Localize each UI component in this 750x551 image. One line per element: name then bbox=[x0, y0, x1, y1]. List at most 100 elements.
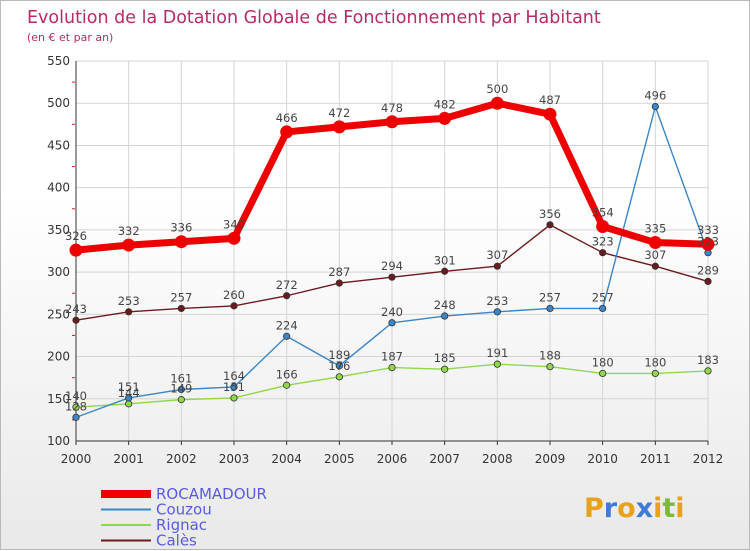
data-point bbox=[174, 235, 188, 249]
y-tick-label: 450 bbox=[47, 138, 70, 152]
proxiti-logo: Proxiti bbox=[584, 493, 685, 524]
data-label: 307 bbox=[644, 248, 666, 262]
data-label: 307 bbox=[486, 248, 508, 262]
data-label: 128 bbox=[65, 399, 87, 413]
data-label: 176 bbox=[328, 359, 350, 373]
data-label: 333 bbox=[697, 223, 719, 237]
data-label: 487 bbox=[539, 93, 561, 107]
data-point bbox=[701, 237, 715, 251]
data-point bbox=[72, 403, 80, 411]
data-point bbox=[227, 231, 241, 245]
data-point bbox=[599, 369, 607, 378]
data-label: 272 bbox=[276, 278, 298, 292]
data-label: 191 bbox=[486, 346, 508, 360]
data-point bbox=[230, 383, 238, 391]
data-label: 332 bbox=[118, 224, 140, 238]
logo-letter: r bbox=[604, 493, 618, 524]
data-point bbox=[122, 238, 136, 252]
logo-letter: i bbox=[675, 493, 684, 524]
data-label: 301 bbox=[434, 253, 456, 267]
data-point bbox=[230, 302, 238, 310]
data-label: 185 bbox=[434, 351, 456, 365]
logo-letter: P bbox=[584, 493, 604, 524]
x-tick-label: 2002 bbox=[166, 452, 197, 466]
data-point bbox=[283, 381, 291, 389]
data-label: 253 bbox=[486, 294, 508, 308]
x-tick-label: 2003 bbox=[219, 452, 250, 466]
data-point bbox=[177, 396, 185, 404]
data-label: 140 bbox=[65, 389, 87, 403]
y-tick-label: 250 bbox=[47, 307, 70, 321]
data-label: 289 bbox=[697, 263, 719, 277]
data-point bbox=[438, 111, 452, 125]
data-point bbox=[441, 365, 449, 373]
data-label: 183 bbox=[697, 353, 719, 367]
data-label: 144 bbox=[118, 386, 140, 400]
data-point bbox=[704, 367, 712, 375]
data-label: 164 bbox=[223, 369, 245, 383]
data-label: 294 bbox=[381, 259, 403, 273]
data-label: 243 bbox=[65, 302, 87, 316]
data-label: 180 bbox=[644, 355, 666, 369]
data-label: 356 bbox=[539, 207, 561, 221]
logo-letter: t bbox=[662, 493, 675, 524]
data-point bbox=[388, 273, 396, 281]
data-label: 260 bbox=[223, 288, 245, 302]
y-tick-label: 350 bbox=[47, 223, 70, 237]
series-group: 326 332 336 340 466 472 478 482 500 487 354 335 333 1… bbox=[65, 82, 719, 421]
axes: 100 150 200 250 300 350 400 450 500 550 2000 2001 20… bbox=[47, 54, 723, 466]
x-tick-label: 2001 bbox=[113, 452, 144, 466]
y-tick-label: 500 bbox=[47, 96, 70, 110]
data-point bbox=[543, 107, 557, 121]
data-point bbox=[72, 316, 80, 324]
data-point bbox=[280, 125, 294, 139]
data-point bbox=[69, 243, 83, 257]
y-tick-label: 200 bbox=[47, 350, 70, 364]
data-label: 151 bbox=[118, 380, 140, 394]
chart-subtitle: (en € et par an) bbox=[27, 31, 113, 44]
data-point bbox=[385, 115, 399, 129]
data-label: 354 bbox=[592, 206, 614, 220]
x-tick-label: 2008 bbox=[482, 452, 513, 466]
x-tick-label: 2005 bbox=[324, 452, 355, 466]
legend-label-rocamadour: ROCAMADOUR bbox=[156, 485, 267, 503]
data-point bbox=[493, 360, 501, 368]
data-point bbox=[388, 363, 396, 372]
data-label: 257 bbox=[592, 290, 614, 304]
data-label: 287 bbox=[328, 265, 350, 279]
data-label: 253 bbox=[118, 294, 140, 308]
data-point bbox=[596, 220, 610, 234]
x-tick-label: 2012 bbox=[693, 452, 724, 466]
data-point bbox=[546, 304, 554, 313]
y-tick-label: 150 bbox=[47, 392, 70, 406]
data-label: 224 bbox=[276, 318, 298, 332]
x-tick-label: 2006 bbox=[377, 452, 408, 466]
data-label: 496 bbox=[644, 89, 666, 103]
data-point bbox=[490, 96, 504, 110]
data-point bbox=[335, 362, 343, 370]
data-label: 257 bbox=[539, 290, 561, 304]
logo-letter: x bbox=[636, 493, 653, 524]
x-tick-label: 2000 bbox=[61, 452, 92, 466]
data-point bbox=[651, 103, 659, 111]
y-tick-label: 550 bbox=[47, 54, 70, 68]
data-label: 500 bbox=[486, 82, 508, 96]
data-point bbox=[651, 369, 659, 378]
data-point bbox=[335, 373, 343, 381]
data-label: 240 bbox=[381, 305, 403, 319]
data-point bbox=[283, 332, 291, 340]
data-label: 326 bbox=[65, 229, 87, 243]
logo-letter: o bbox=[617, 493, 636, 524]
data-label: 482 bbox=[434, 97, 456, 111]
data-label: 323 bbox=[592, 235, 614, 249]
data-label: 180 bbox=[592, 355, 614, 369]
x-tick-label: 2010 bbox=[587, 452, 618, 466]
y-tick-label: 100 bbox=[47, 434, 70, 448]
data-label: 187 bbox=[381, 350, 403, 364]
data-label: 151 bbox=[223, 380, 245, 394]
data-point bbox=[599, 249, 607, 257]
data-label: 161 bbox=[170, 371, 192, 385]
data-point bbox=[546, 221, 554, 229]
